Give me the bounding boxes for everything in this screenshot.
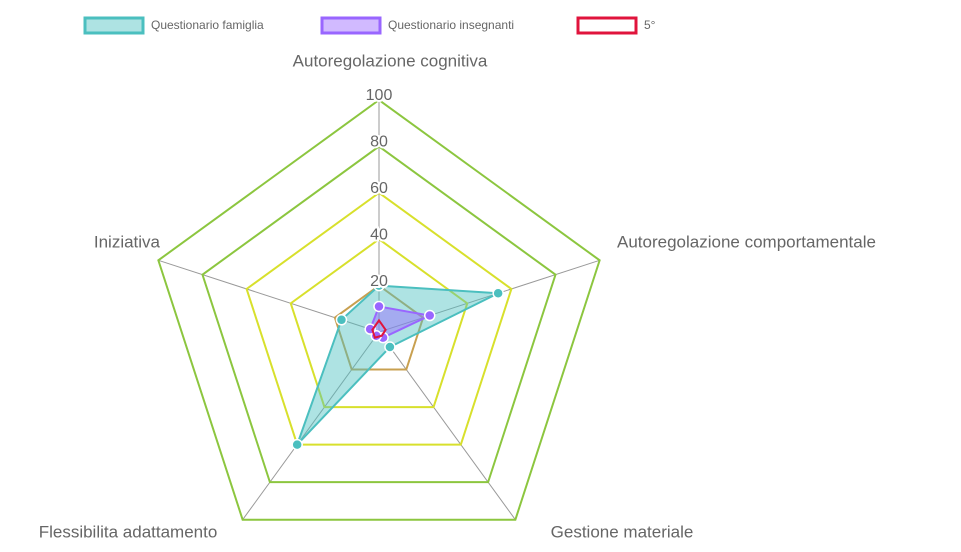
legend-label: 5° (644, 18, 656, 32)
data-point (373, 279, 385, 292)
grid-ring (201, 145, 557, 484)
axis-label: Autoregolazione cognitiva (293, 51, 488, 70)
r-tick-label: 100 (366, 87, 393, 104)
data-point (373, 300, 385, 313)
grid-ring (289, 237, 469, 409)
r-tick-label: 60 (370, 180, 388, 197)
series-area (371, 318, 387, 339)
data-point (384, 341, 396, 353)
legend-swatch (83, 16, 145, 35)
legend-label: Questionario famiglia (151, 18, 264, 32)
r-tick-label: 40 (370, 226, 388, 243)
grid-ring (157, 98, 601, 521)
legend-label: Questionario insegnanti (388, 18, 514, 32)
spoke (378, 331, 516, 520)
legend-swatch (576, 16, 638, 35)
grid-ring (245, 191, 513, 446)
r-tick-label: 80 (370, 134, 388, 151)
data-point (423, 309, 436, 322)
axis-label: Gestione materiale (551, 522, 694, 541)
series-area (296, 284, 502, 446)
axis-label: Flessibilita adattamento (39, 522, 218, 541)
r-tick-label: 20 (370, 273, 388, 290)
spoke (378, 259, 600, 333)
data-point (291, 438, 303, 451)
data-point (335, 314, 348, 326)
axis-label: Iniziativa (94, 232, 161, 251)
data-point (492, 287, 504, 300)
legend-swatch (320, 16, 382, 35)
axis-label: Autoregolazione comportamentale (617, 232, 876, 251)
spoke (242, 331, 380, 520)
